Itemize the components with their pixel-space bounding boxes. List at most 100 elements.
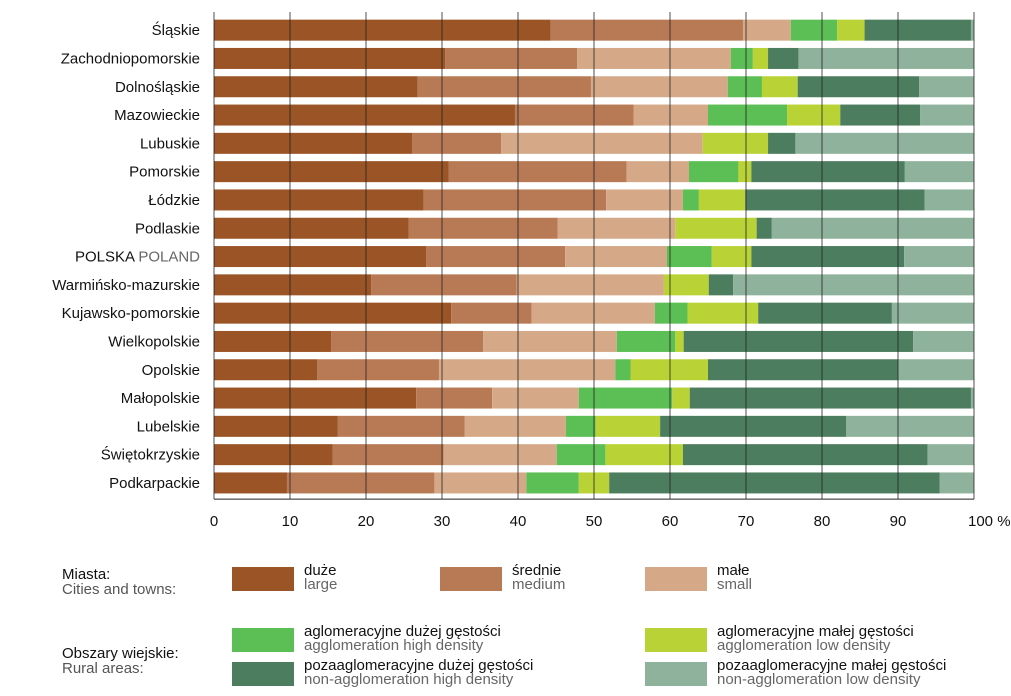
legend-rural-heading-pl: Obszary wiejskie: xyxy=(62,645,179,662)
bar-segment xyxy=(408,217,558,239)
bar-segment xyxy=(891,302,974,324)
bar-segment xyxy=(913,330,974,352)
bar-segment xyxy=(214,302,452,324)
bar-segment xyxy=(742,19,791,41)
legend-item-medium: średnie medium xyxy=(440,563,620,601)
legend-rural-heading-en: Rural areas: xyxy=(62,660,144,677)
bar-segment xyxy=(483,330,617,352)
category-label: Lubelskie xyxy=(137,418,200,435)
bar-segment xyxy=(214,161,449,183)
legend-label-nonagglomeration-low: pozaaglomeracyjne małej gęstości xyxy=(717,657,947,674)
legend-cities-heading-pl: Miasta: xyxy=(62,566,111,583)
bar-segment xyxy=(904,246,974,268)
legend-item-large: duże large xyxy=(232,563,412,601)
bar-segment xyxy=(214,132,413,154)
legend-swatch-agglomeration-low xyxy=(645,628,707,652)
bar-segment xyxy=(970,19,974,41)
bar-segment xyxy=(557,217,676,239)
bar-segment xyxy=(578,387,673,409)
bar-segment xyxy=(317,359,439,381)
bar-segment xyxy=(626,161,689,183)
legend-label-nonagglomeration-low-en: non-agglomeration low density xyxy=(717,671,921,688)
legend-item-nonagglomeration-high: pozaaglomeracyjne dużej gęstości non-agg… xyxy=(232,658,632,696)
legend-cities-heading-en: Cities and towns: xyxy=(62,581,177,598)
bar-segment xyxy=(331,330,484,352)
bar-segment xyxy=(758,302,892,324)
legend-item-nonagglomeration-low: pozaaglomeracyjne małej gęstości non-agg… xyxy=(645,658,1005,696)
x-tick-label: 20 xyxy=(358,513,375,530)
legend-label-agglomeration-high-en: agglomeration high density xyxy=(304,637,484,654)
bar-segment xyxy=(606,189,683,211)
legend-label-large: duże xyxy=(304,562,337,579)
bar-segment xyxy=(516,274,664,296)
bar-segment xyxy=(751,246,905,268)
legend-swatch-small xyxy=(645,567,707,591)
stacked-bar-chart: Śląskie Zachodniopomorskie Dolnośląskie Maz… xyxy=(52,12,1011,530)
category-label: Śląskie xyxy=(152,21,200,39)
bar-segment xyxy=(790,19,838,41)
bar-segment xyxy=(214,76,418,98)
bar-segment xyxy=(214,189,424,211)
bar-segment xyxy=(550,19,743,41)
bar-segment xyxy=(660,415,847,437)
bar-segment xyxy=(864,19,971,41)
bar-segment xyxy=(214,274,372,296)
legend-label-small-en: small xyxy=(717,576,753,593)
bar-segment xyxy=(565,246,667,268)
legend-swatch-large xyxy=(232,567,294,591)
category-label: Zachodniopomorskie xyxy=(61,50,200,67)
legend-swatch-agglomeration-high xyxy=(232,628,294,652)
category-label: Opolskie xyxy=(142,362,200,379)
category-label: Kujawsko-pomorskie xyxy=(62,305,200,322)
bar-segment xyxy=(595,415,661,437)
bar-segment xyxy=(214,359,318,381)
bar-segment xyxy=(443,444,557,466)
bar-segment xyxy=(214,246,427,268)
bar-segment xyxy=(687,302,759,324)
bar-segment xyxy=(445,47,578,69)
category-label: Łódzkie xyxy=(148,192,200,209)
bar-segment xyxy=(426,246,566,268)
category-label: POLSKA POLAND xyxy=(75,249,200,266)
bar-segment xyxy=(698,189,746,211)
x-tick-label: 0 xyxy=(210,513,218,530)
bar-segment xyxy=(416,387,493,409)
bar-segment xyxy=(214,444,333,466)
x-tick-label: 100 % xyxy=(968,513,1011,530)
bar-segment xyxy=(761,76,798,98)
bar-segment xyxy=(924,189,974,211)
bar-segment xyxy=(423,189,607,211)
category-label: Mazowieckie xyxy=(114,107,200,124)
bar-segment xyxy=(919,76,974,98)
legend-label-agglomeration-low: aglomeracyjne małej gęstości xyxy=(717,623,914,640)
bar-segment xyxy=(797,76,920,98)
bar-segment xyxy=(920,104,974,126)
bar-segment xyxy=(286,472,435,494)
bar-segment xyxy=(577,47,731,69)
legend-swatch-medium xyxy=(440,567,502,591)
bar-segment xyxy=(733,274,974,296)
category-label: Lubuskie xyxy=(140,135,200,152)
legend-cities-heading: Miasta: Cities and towns: xyxy=(62,567,176,597)
bar-segment xyxy=(672,387,690,409)
bar-segment xyxy=(689,387,971,409)
bar-segment xyxy=(615,359,631,381)
x-axis: 0 10 20 30 40 50 60 70 80 90 100 % xyxy=(210,12,1011,530)
category-label: Świętokrzyskie xyxy=(101,446,200,464)
x-tick-label: 10 xyxy=(282,513,299,530)
bar-segment xyxy=(337,415,465,437)
bar-segment xyxy=(689,161,739,183)
x-tick-label: 60 xyxy=(662,513,679,530)
bar-segment xyxy=(565,415,596,437)
bar-segment xyxy=(590,76,728,98)
bars-group xyxy=(214,19,974,494)
bar-segment xyxy=(702,132,769,154)
bar-segment xyxy=(214,330,332,352)
legend-label-agglomeration-low-en: agglomeration low density xyxy=(717,637,891,654)
bar-segment xyxy=(708,274,734,296)
legend-item-agglomeration-high: aglomeracyjne dużej gęstości agglomerati… xyxy=(232,624,632,662)
legend-label-agglomeration-high: aglomeracyjne dużej gęstości xyxy=(304,623,501,640)
bar-segment xyxy=(332,444,444,466)
bar-segment xyxy=(214,47,446,69)
bar-segment xyxy=(609,472,940,494)
